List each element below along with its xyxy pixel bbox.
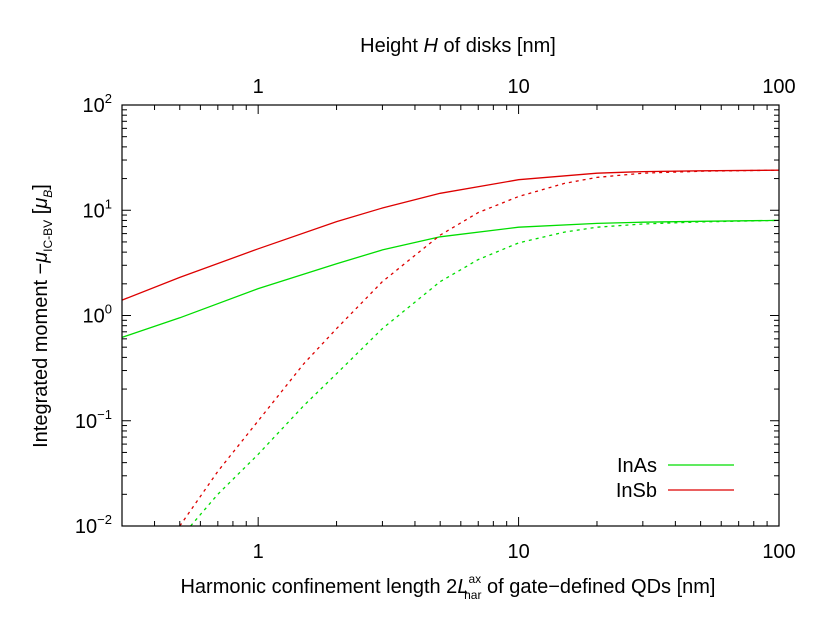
y-tick-label: 101 — [83, 196, 112, 222]
y-tick-label: 100 — [83, 302, 112, 328]
y-axis-title: Integrated moment −μIC-BV [μB] — [30, 184, 55, 448]
tick-labels: 1 10 100 1 10 100 10−2 10−1 100 101 102 — [75, 76, 796, 563]
legend: InAs InSb — [616, 455, 734, 502]
y-tick-label: 10−2 — [75, 512, 112, 538]
series-line-0 — [121, 219, 780, 339]
plot-frame — [121, 104, 780, 527]
legend-label: InSb — [616, 480, 657, 502]
ticks-layer — [121, 104, 780, 527]
x-top-tick-label: 10 — [507, 76, 529, 98]
x-axis-title: Harmonic confinement length 2Lax har of g… — [180, 572, 715, 602]
y-tick-label: 102 — [83, 91, 112, 117]
series-layer — [121, 169, 780, 527]
x-tick-label: 1 — [253, 541, 264, 563]
series-line-2 — [190, 219, 780, 527]
x-tick-label: 100 — [762, 541, 795, 563]
y-tick-label: 10−1 — [75, 407, 112, 433]
x-top-tick-label: 100 — [762, 76, 795, 98]
series-line-3 — [179, 169, 780, 527]
x-top-tick-label: 1 — [253, 76, 264, 98]
x-tick-label: 10 — [507, 541, 529, 563]
legend-label: InAs — [617, 455, 657, 477]
series-line-1 — [121, 169, 780, 301]
x-top-axis-title: Height H of disks [nm] — [360, 35, 556, 57]
